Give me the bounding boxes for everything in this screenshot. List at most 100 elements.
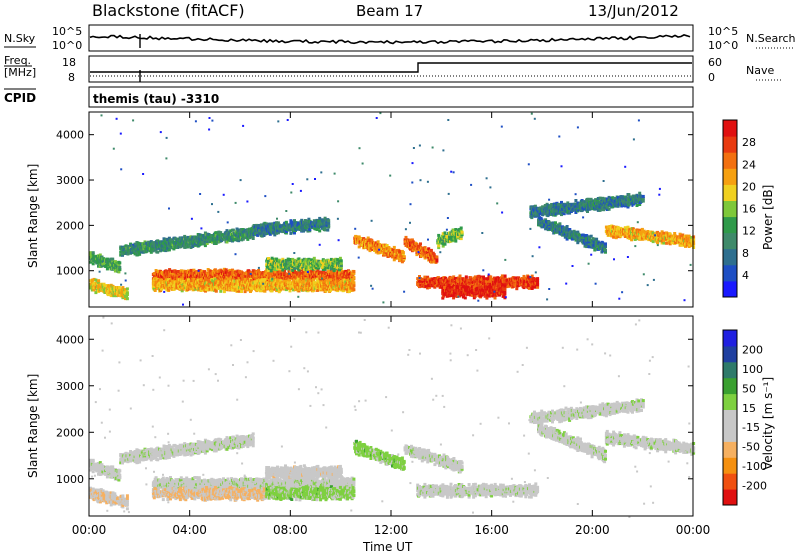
power-cell — [208, 236, 212, 240]
power-cell — [264, 272, 268, 275]
power-cell — [338, 256, 342, 260]
power-cell — [92, 277, 96, 281]
power-cell — [256, 288, 260, 292]
power-cell — [162, 248, 166, 252]
power-cell — [231, 279, 235, 283]
freq-ytick-top-right: 60 — [708, 56, 722, 69]
power-cell — [89, 282, 93, 286]
power-cell — [241, 237, 245, 241]
power-cell — [347, 270, 351, 274]
power-cell — [217, 283, 221, 287]
power-cell — [222, 285, 226, 289]
power-cell — [289, 219, 293, 223]
power-cell — [335, 269, 339, 273]
power-cell — [237, 239, 241, 243]
power-cell — [280, 280, 284, 284]
power-cell — [90, 278, 94, 282]
power-cell — [107, 293, 110, 297]
power-cell — [177, 270, 181, 273]
power-cell — [119, 287, 123, 291]
power-cell — [164, 269, 168, 273]
power-cell — [334, 257, 338, 261]
power-cell — [199, 280, 203, 284]
power-cell — [229, 239, 233, 243]
power-cell — [200, 284, 204, 287]
power-cell — [170, 279, 174, 283]
power-cell — [336, 265, 340, 269]
power-cell — [177, 283, 181, 287]
power-cell — [240, 229, 243, 233]
power-cell — [260, 278, 264, 282]
power-cell — [370, 238, 374, 242]
beam-title: Beam 17 — [356, 2, 423, 20]
power-cell — [283, 275, 287, 279]
power-cell — [320, 280, 323, 284]
sky-right-label: N.Search — [746, 32, 796, 45]
power-cell — [288, 267, 292, 271]
power-cell — [260, 224, 264, 228]
power-cell — [324, 266, 328, 269]
power-cell — [246, 237, 250, 241]
power-cell — [160, 278, 163, 282]
power-cell — [299, 287, 303, 291]
power-cell — [119, 245, 123, 249]
power-cell — [255, 231, 259, 235]
power-cell — [385, 244, 389, 247]
power-cell — [426, 275, 430, 279]
power-cell — [169, 269, 172, 273]
date-title: 13/Jun/2012 — [588, 2, 679, 20]
power-cell — [410, 238, 414, 242]
power-cell — [405, 242, 409, 245]
power-cell — [259, 225, 263, 229]
power-cell — [290, 266, 294, 270]
power-cell — [149, 240, 153, 244]
power-cell — [323, 226, 327, 230]
power-cell — [192, 288, 196, 292]
power-cell — [243, 290, 247, 294]
power-cell — [293, 258, 296, 262]
power-cell — [121, 286, 125, 290]
power-cell — [352, 288, 356, 292]
power-cell — [339, 259, 343, 263]
power-heatmap-marks — [89, 112, 696, 306]
power-cell — [536, 281, 540, 285]
power-cell — [372, 244, 376, 248]
power-cell — [274, 280, 278, 284]
freq-label-1: Freq. — [4, 54, 31, 67]
freq-label-2: [MHz] — [4, 66, 36, 79]
power-cell — [355, 235, 358, 239]
power-cell — [172, 287, 176, 291]
power-cell — [130, 251, 133, 254]
power-cell — [260, 234, 264, 238]
power-cell — [448, 239, 452, 243]
power-cell — [443, 242, 447, 246]
power-cell — [248, 270, 252, 274]
power-cell — [171, 243, 175, 246]
power-cell — [315, 228, 319, 231]
power-cell — [305, 268, 309, 272]
power-cell — [293, 273, 296, 277]
power-cell — [269, 269, 273, 273]
power-cell — [210, 283, 214, 287]
power-cell — [326, 258, 330, 262]
power-cell — [339, 265, 343, 269]
power-cell — [296, 227, 300, 231]
power-cell — [118, 261, 122, 265]
power-cell — [420, 284, 424, 288]
power-cell — [338, 259, 341, 263]
power-cell — [211, 240, 215, 244]
power-cell — [167, 248, 171, 252]
power-cell — [90, 280, 94, 284]
power-cell — [409, 241, 413, 245]
power-cell — [258, 279, 262, 283]
power-cell — [233, 282, 237, 286]
power-cell — [395, 250, 399, 254]
power-cell — [351, 273, 355, 277]
power-cell — [437, 233, 441, 237]
power-cell — [323, 218, 327, 222]
power-cell — [302, 270, 305, 274]
power-cell — [437, 280, 441, 284]
power-cell — [404, 240, 408, 243]
power-cell — [344, 278, 348, 282]
power-cell — [142, 242, 146, 246]
